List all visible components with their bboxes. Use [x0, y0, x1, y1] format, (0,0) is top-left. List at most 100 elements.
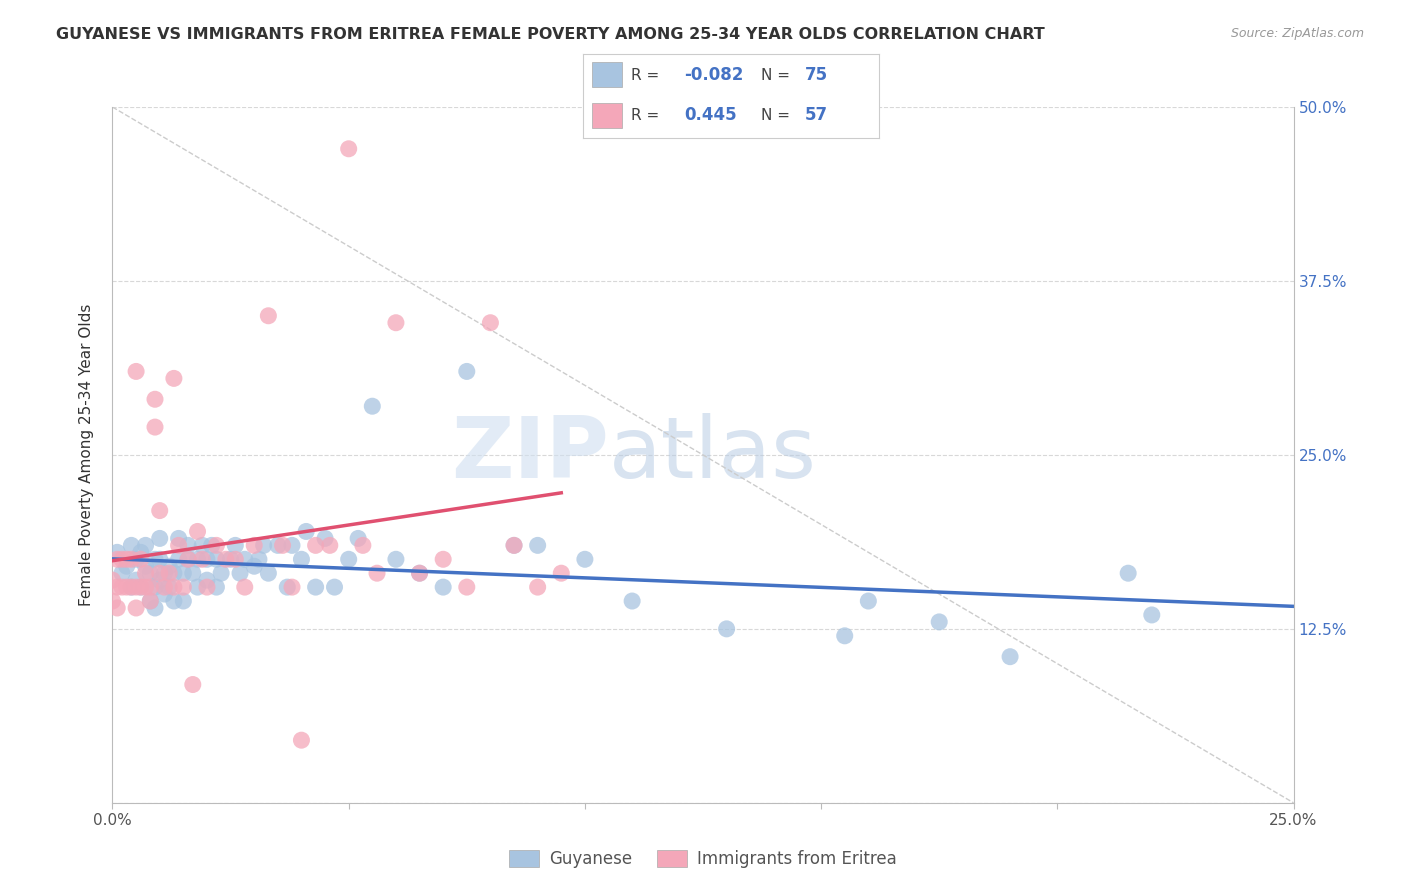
Point: [195, 580, 218, 594]
Point: [111, 580, 134, 594]
Point: [105, 552, 128, 566]
Point: [125, 580, 148, 594]
Point: [432, 552, 454, 566]
Point: [224, 552, 246, 566]
Point: [257, 309, 280, 323]
Point: [323, 580, 346, 594]
Text: N =: N =: [761, 108, 790, 123]
Point: [153, 566, 176, 581]
Point: [153, 580, 176, 594]
Point: [177, 538, 200, 552]
Point: [163, 566, 186, 581]
Point: [105, 601, 128, 615]
Point: [215, 552, 238, 566]
Point: [139, 594, 162, 608]
Point: [267, 538, 290, 552]
Point: [621, 594, 644, 608]
Text: -0.082: -0.082: [683, 66, 744, 84]
Point: [304, 580, 326, 594]
Point: [408, 566, 430, 581]
Point: [257, 566, 280, 581]
Point: [172, 594, 194, 608]
Point: [139, 580, 162, 594]
Point: [143, 392, 166, 407]
Point: [290, 552, 312, 566]
Point: [125, 364, 148, 378]
Point: [120, 580, 142, 594]
Point: [456, 364, 478, 378]
Point: [143, 601, 166, 615]
Point: [120, 580, 142, 594]
Text: R =: R =: [631, 108, 659, 123]
Point: [135, 538, 157, 552]
Point: [347, 532, 370, 546]
Point: [125, 601, 148, 615]
Point: [167, 552, 190, 566]
Point: [186, 580, 208, 594]
Point: [125, 552, 148, 566]
Point: [271, 538, 294, 552]
Point: [186, 552, 208, 566]
Text: R =: R =: [631, 68, 659, 83]
Point: [247, 552, 270, 566]
Point: [115, 559, 138, 574]
Point: [129, 580, 152, 594]
Point: [205, 538, 228, 552]
Point: [304, 538, 326, 552]
Point: [550, 566, 572, 581]
Point: [233, 552, 256, 566]
Point: [139, 594, 162, 608]
Point: [928, 615, 950, 629]
Point: [209, 566, 232, 581]
Y-axis label: Female Poverty Among 25-34 Year Olds: Female Poverty Among 25-34 Year Olds: [79, 304, 94, 606]
Point: [177, 552, 200, 566]
Point: [167, 532, 190, 546]
Point: [716, 622, 738, 636]
Point: [1140, 607, 1163, 622]
Point: [172, 566, 194, 581]
Point: [157, 580, 180, 594]
Point: [408, 566, 430, 581]
Point: [834, 629, 856, 643]
Text: Source: ZipAtlas.com: Source: ZipAtlas.com: [1230, 27, 1364, 40]
Point: [479, 316, 502, 330]
Point: [143, 580, 166, 594]
Legend: Guyanese, Immigrants from Eritrea: Guyanese, Immigrants from Eritrea: [502, 843, 904, 874]
Point: [366, 566, 388, 581]
Point: [129, 545, 152, 559]
Point: [143, 552, 166, 566]
Text: N =: N =: [761, 68, 790, 83]
Text: atlas: atlas: [609, 413, 817, 497]
Point: [456, 580, 478, 594]
Point: [243, 538, 266, 552]
Point: [205, 580, 228, 594]
Point: [195, 552, 218, 566]
Point: [139, 566, 162, 581]
Text: GUYANESE VS IMMIGRANTS FROM ERITREA FEMALE POVERTY AMONG 25-34 YEAR OLDS CORRELA: GUYANESE VS IMMIGRANTS FROM ERITREA FEMA…: [56, 27, 1045, 42]
Point: [177, 552, 200, 566]
Point: [229, 566, 252, 581]
Point: [526, 580, 548, 594]
Point: [115, 580, 138, 594]
Point: [201, 538, 224, 552]
Point: [319, 538, 342, 552]
Point: [111, 552, 134, 566]
Text: 0.445: 0.445: [683, 106, 737, 124]
Point: [105, 545, 128, 559]
Point: [998, 649, 1021, 664]
Bar: [592, 62, 621, 87]
Point: [157, 559, 180, 574]
Point: [172, 580, 194, 594]
Text: 57: 57: [804, 106, 828, 124]
Point: [295, 524, 318, 539]
Point: [129, 580, 152, 594]
Point: [281, 538, 304, 552]
Point: [337, 142, 360, 156]
Point: [314, 532, 336, 546]
Point: [233, 580, 256, 594]
Point: [149, 552, 172, 566]
Point: [276, 580, 298, 594]
Point: [432, 580, 454, 594]
Point: [105, 580, 128, 594]
Point: [181, 677, 204, 691]
